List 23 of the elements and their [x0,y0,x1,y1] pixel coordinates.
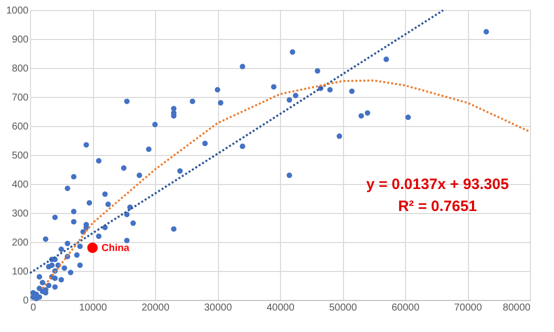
x-tick-label: 0 [30,302,36,314]
y-tick-label: 400 [12,180,29,190]
y-tick-label: 300 [12,208,29,220]
x-tick-label: 80000 [502,302,531,314]
series-label: China [102,242,130,254]
x-tick-label: 60000 [392,302,420,314]
y-tick-label: 500 [12,150,29,162]
y-tick-label: 100 [12,266,29,278]
annotation: R² = 0.7651 [398,198,477,215]
x-tick-label: 30000 [204,302,232,314]
y-tick-label: 1000 [6,6,29,16]
y-tick-label: 700 [12,92,29,104]
y-tick-label: 900 [12,34,29,46]
y-tick-label: 200 [12,238,29,248]
x-tick-label: 70000 [454,302,482,314]
annotation: y = 0.0137x + 93.305 [366,176,509,193]
y-tick-label: 800 [12,64,29,74]
y-tick-label: 600 [12,122,29,132]
x-tick-label: 40000 [266,302,295,314]
x-tick-label: 50000 [329,302,358,314]
x-tick-label: 20000 [142,302,170,314]
x-tick-label: 10000 [79,302,108,314]
y-tick-label: 0 [22,296,29,306]
